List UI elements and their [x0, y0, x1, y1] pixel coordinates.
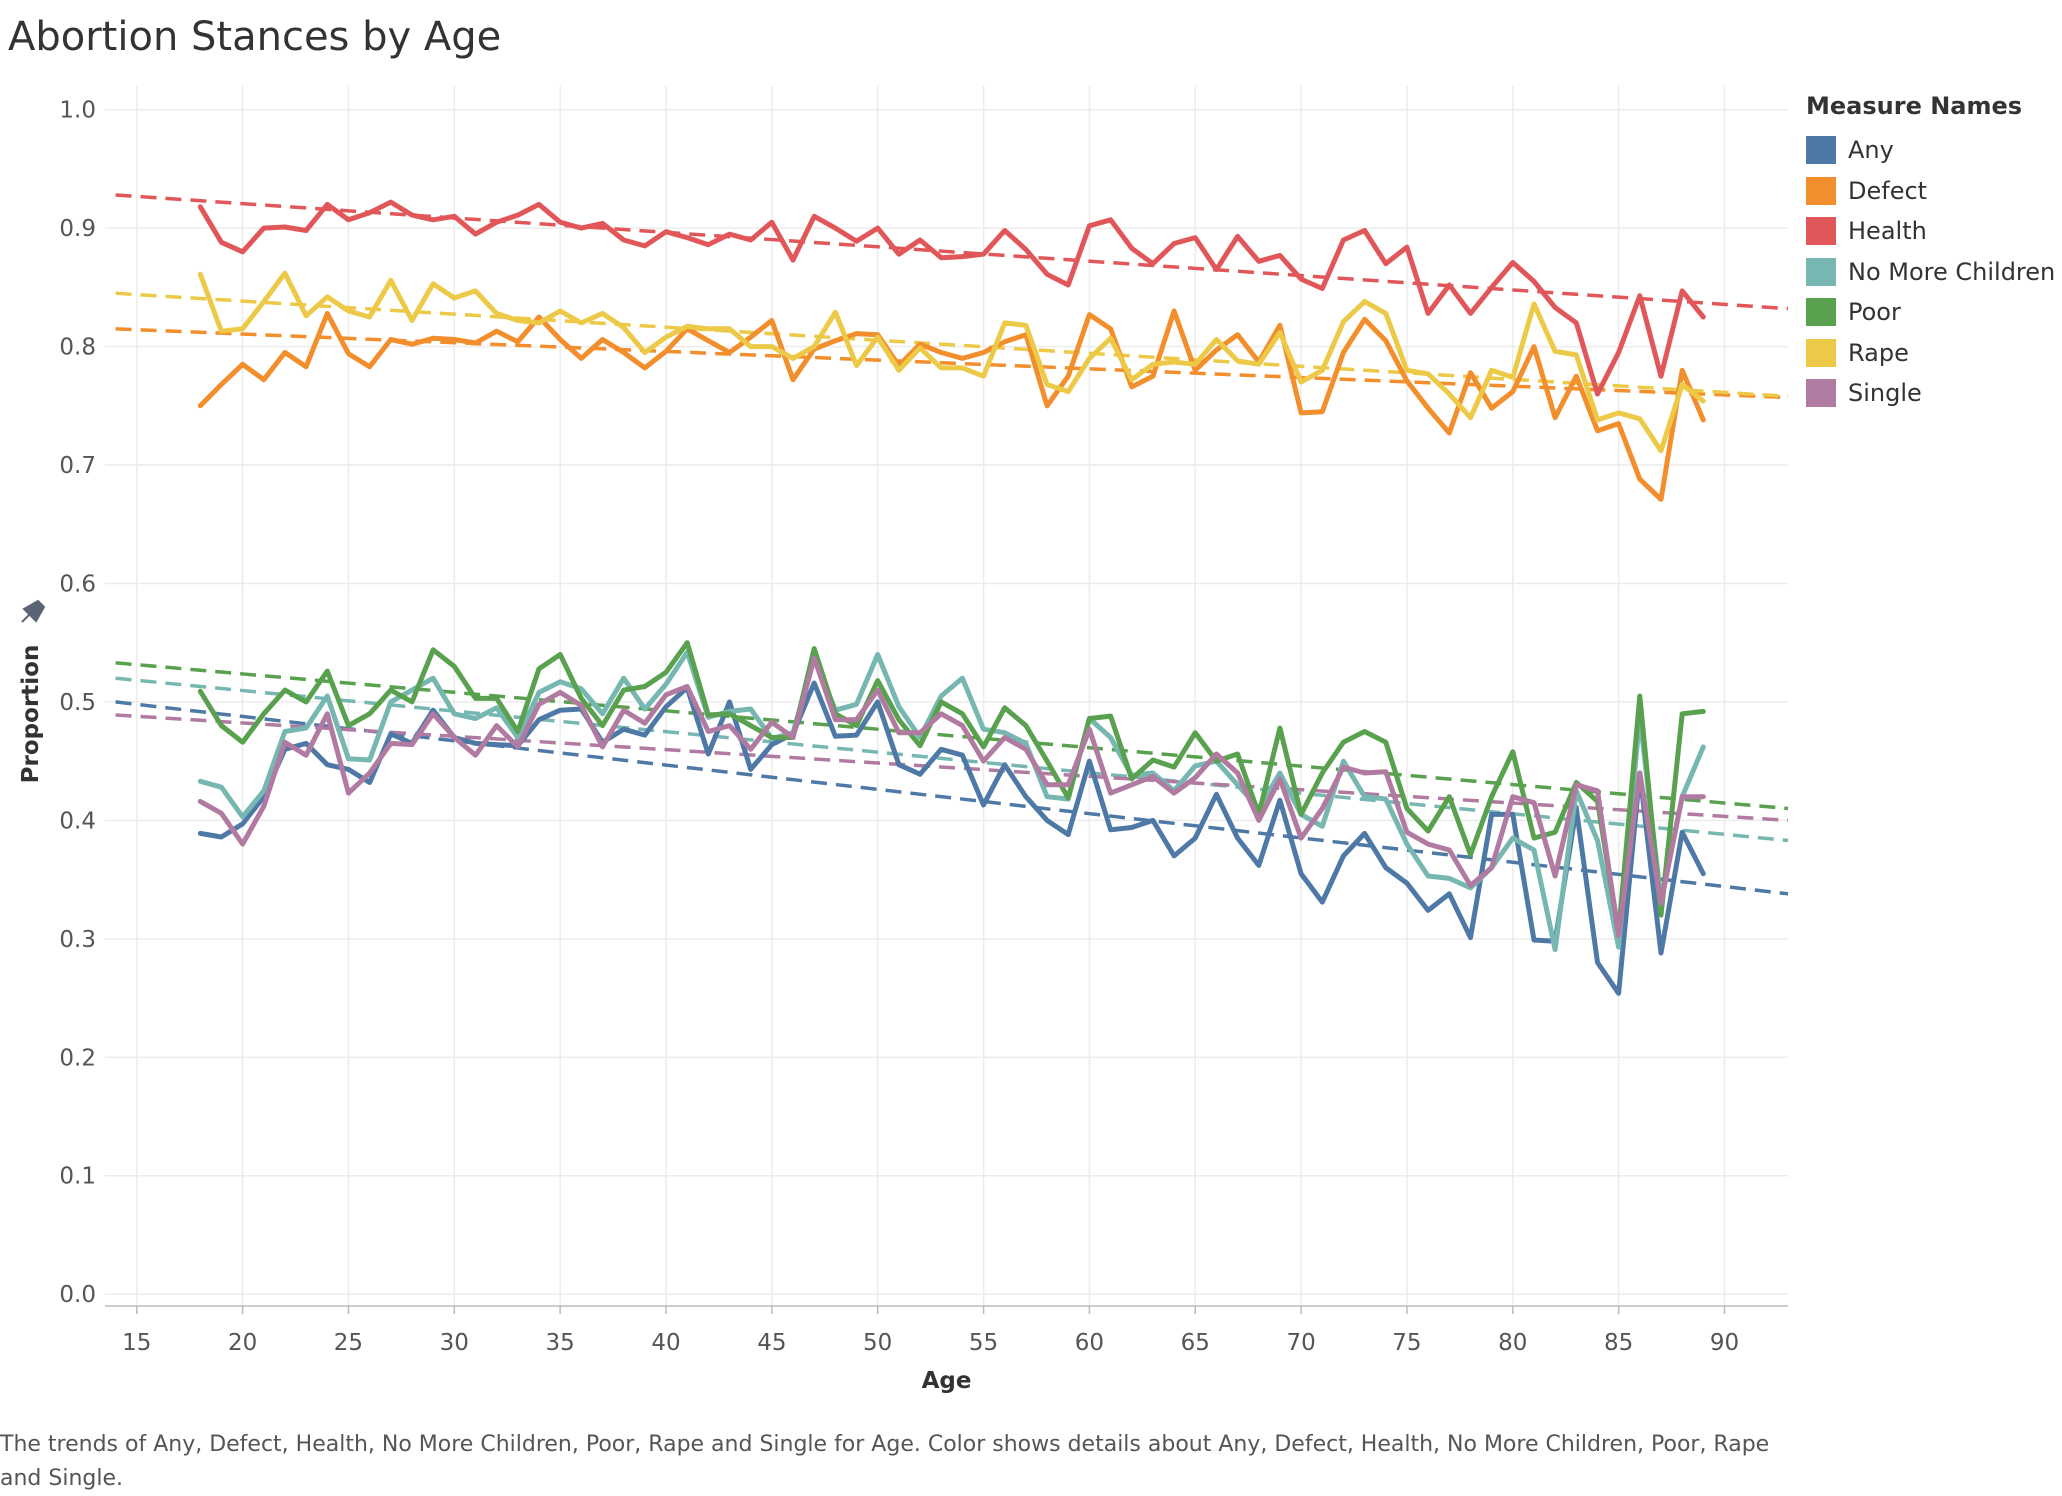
x-tick-label: 60: [1075, 1330, 1104, 1356]
series-line: [197, 655, 1706, 938]
legend-item[interactable]: Single: [1806, 373, 2055, 414]
legend-item[interactable]: Any: [1806, 130, 2055, 171]
legend-item[interactable]: No More Children: [1806, 252, 2055, 293]
trend-line: [115, 713, 1789, 823]
series-line: [197, 308, 1706, 502]
trend-lines: [115, 193, 1789, 896]
y-tick-label: 0.1: [59, 1164, 96, 1190]
x-axis-label: Age: [922, 1368, 972, 1394]
trend-line: [115, 193, 1789, 311]
legend-label: Rape: [1848, 338, 1909, 367]
legend-item[interactable]: Health: [1806, 211, 2055, 252]
legend-label: No More Children: [1848, 257, 2056, 286]
x-tick-label: 20: [228, 1330, 257, 1356]
trend-line: [115, 291, 1789, 399]
legend-title: Measure Names: [1806, 92, 2023, 120]
line-chart: 15 20 25 30 35 40 45 50 55 60 65 70 75 80 85 90 0.0 0.1 0.…: [18, 86, 1789, 1394]
legend-swatch: [1806, 298, 1836, 327]
legend-swatch: [1806, 217, 1836, 246]
x-tick-label: 85: [1604, 1330, 1633, 1356]
x-tick-label: 25: [334, 1330, 363, 1356]
legend-label: Defect: [1848, 176, 1928, 205]
y-tick-label: 0.3: [59, 927, 96, 953]
series-lines: [197, 199, 1706, 996]
y-tick-label: 0.8: [59, 335, 96, 361]
y-tick-label: 0.6: [59, 571, 96, 597]
x-tick-label: 15: [122, 1330, 151, 1356]
y-tick-label: 0.2: [59, 1045, 96, 1071]
x-tick-label: 70: [1286, 1330, 1315, 1356]
x-tick-label: 40: [651, 1330, 680, 1356]
legend-swatch: [1806, 379, 1836, 408]
x-tick-label: 50: [863, 1330, 892, 1356]
axes: [105, 1305, 1788, 1314]
y-tick-label: 0.4: [59, 808, 96, 834]
legend: Measure Names Any Defect Health No More Chi…: [1806, 92, 2055, 414]
legend-label: Any: [1848, 136, 1894, 165]
legend-label: Poor: [1848, 298, 1901, 327]
x-tick-label: 80: [1498, 1330, 1527, 1356]
y-axis-label: Proportion: [18, 645, 44, 784]
legend-swatch: [1806, 257, 1836, 286]
gridlines: [105, 86, 1788, 1306]
x-tick-label: 35: [546, 1330, 575, 1356]
series-line: [197, 640, 1706, 936]
y-tick-label: 0.0: [59, 1282, 96, 1308]
x-tick-label: 65: [1181, 1330, 1210, 1356]
series-line: [197, 199, 1706, 397]
legend-swatch: [1806, 136, 1836, 165]
x-tick-label: 30: [440, 1330, 469, 1356]
pin-icon: [21, 599, 46, 623]
x-tick-label: 45: [757, 1330, 786, 1356]
y-tick-label: 1.0: [59, 98, 96, 124]
legend-items: Any Defect Health No More Children Poor Rape S…: [1806, 130, 2055, 414]
x-tick-label: 90: [1710, 1330, 1739, 1356]
series-line: [197, 649, 1706, 952]
x-tick-label: 75: [1392, 1330, 1421, 1356]
trend-line: [115, 661, 1789, 811]
y-tick-label: 0.7: [59, 453, 96, 479]
axis-labels: 15 20 25 30 35 40 45 50 55 60 65 70 75 80 85 90 0.0 0.1 0.…: [18, 98, 1739, 1394]
series-line: [197, 270, 1706, 454]
legend-item[interactable]: Rape: [1806, 333, 2055, 374]
legend-swatch: [1806, 176, 1836, 205]
y-tick-label: 0.5: [59, 690, 96, 716]
chart-caption: The trends of Any, Defect, Health, No Mo…: [0, 1432, 1770, 1491]
legend-item[interactable]: Poor: [1806, 292, 2055, 333]
legend-label: Health: [1848, 217, 1927, 246]
legend-item[interactable]: Defect: [1806, 171, 2055, 212]
legend-label: Single: [1848, 379, 1922, 408]
x-tick-label: 55: [969, 1330, 998, 1356]
chart-title: Abortion Stances by Age: [8, 14, 502, 60]
y-tick-label: 0.9: [59, 216, 96, 242]
legend-swatch: [1806, 338, 1836, 367]
